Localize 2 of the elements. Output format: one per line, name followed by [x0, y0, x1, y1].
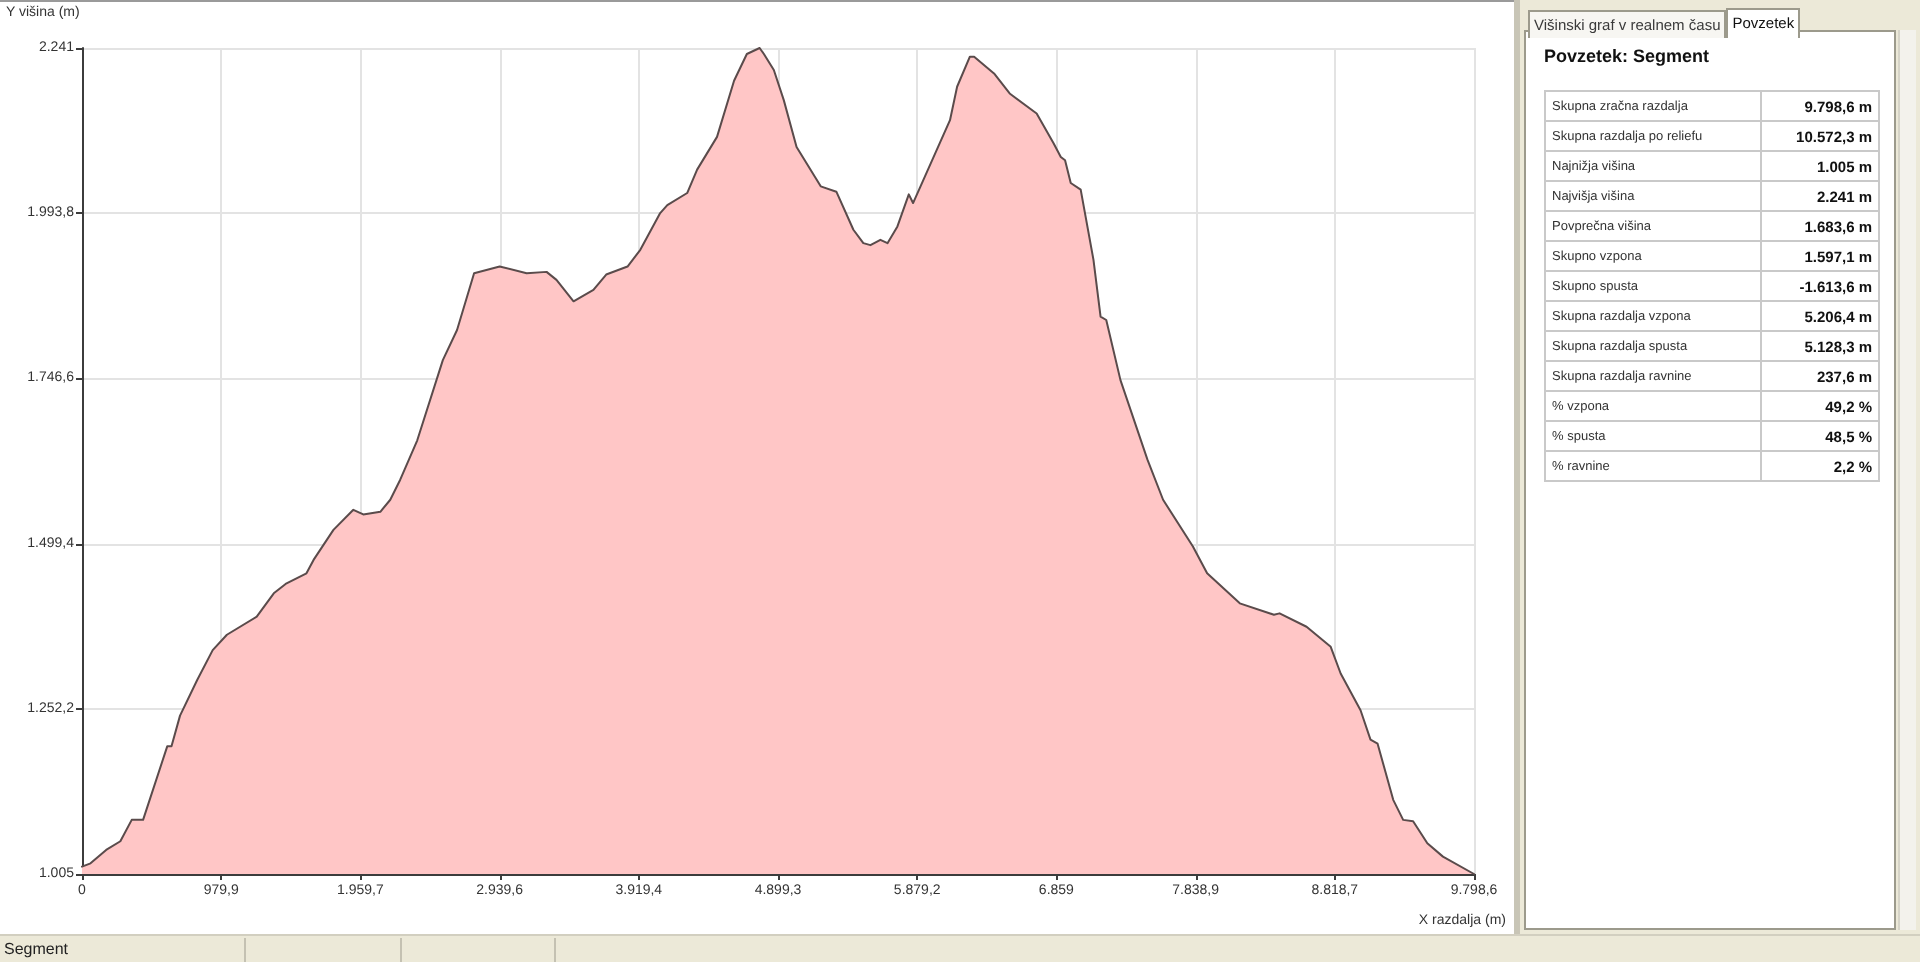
text: Povzetek: Segment [1544, 46, 1710, 66]
text: Segment [0, 938, 246, 962]
